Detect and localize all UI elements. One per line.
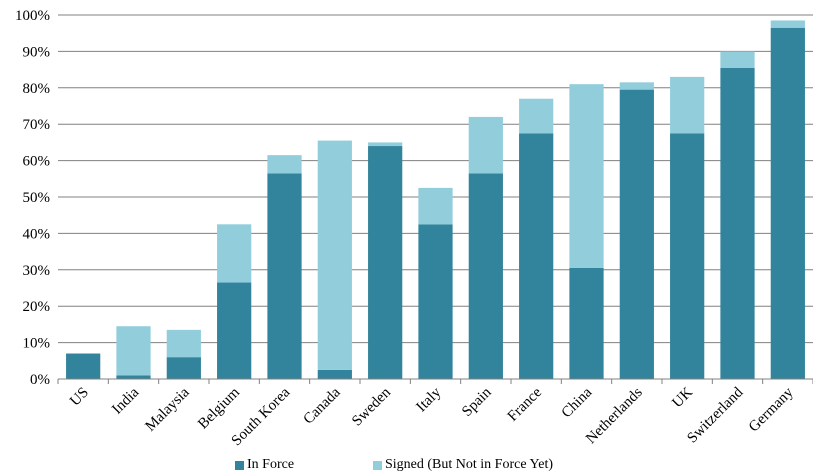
bar-segment-signed (720, 51, 755, 68)
y-tick-label: 50% (23, 190, 51, 206)
legend-label-in-force: In Force (247, 457, 295, 472)
legend-label-signed: Signed (But Not in Force Yet) (385, 457, 553, 472)
bar-segment-in-force (770, 27, 805, 380)
x-category-label: Belgium (195, 384, 243, 432)
bar-segment-in-force (468, 173, 503, 379)
y-tick-label: 30% (23, 263, 51, 279)
legend-swatch-in-force (235, 460, 244, 470)
bar-segment-in-force (66, 353, 101, 379)
bar-segment-signed (317, 140, 352, 370)
bar-segment-signed (619, 82, 654, 90)
x-category-label: Spain (459, 384, 495, 420)
x-category-label: India (109, 384, 142, 417)
y-tick-label: 90% (23, 44, 51, 60)
bars (66, 20, 805, 380)
bar-segment-in-force (166, 357, 201, 379)
legend-item-signed: Signed (But Not in Force Yet) (373, 457, 553, 473)
x-category-label: France (505, 384, 545, 424)
y-tick-label: 80% (23, 81, 51, 97)
bar-segment-in-force (720, 67, 755, 379)
x-category-label: Germany (746, 384, 797, 435)
y-tick-label: 10% (23, 336, 51, 352)
y-tick-label: 100% (15, 8, 50, 24)
x-category-label: Switzerland (684, 384, 746, 446)
bar-segment-signed (670, 76, 705, 134)
y-tick-label: 20% (23, 299, 51, 315)
legend-swatch-signed (373, 460, 382, 470)
x-category-label: Canada (301, 384, 344, 427)
bar-segment-signed (418, 187, 453, 225)
x-category-label: Malaysia (142, 384, 192, 434)
y-tick-label: 60% (23, 154, 51, 170)
legend: In Force Signed (But Not in Force Yet) (0, 455, 813, 475)
bar-segment-signed (368, 142, 403, 147)
bar-segment-in-force (418, 224, 453, 379)
x-category-label: US (67, 385, 92, 410)
x-category-label: China (559, 384, 596, 421)
bar-segment-signed (217, 224, 252, 283)
bar-segment-signed (267, 155, 302, 174)
bar-segment-in-force (317, 369, 352, 379)
bar-segment-in-force (267, 173, 302, 379)
bar-segment-in-force (519, 133, 554, 379)
y-tick-label: 40% (23, 226, 51, 242)
bar-segment-in-force (619, 89, 654, 380)
legend-item-in-force: In Force (235, 457, 294, 473)
bar-segment-in-force (116, 375, 151, 379)
y-axis-tick-labels: 0% 10% 20% 30% 40% 50% 60% 70% 80% 90% 100% (15, 8, 50, 388)
bar-segment-in-force (569, 267, 604, 379)
bar-segment-signed (468, 116, 503, 174)
bar-segment-in-force (217, 282, 252, 379)
bar-segment-signed (770, 20, 805, 28)
x-category-label: Italy (414, 384, 445, 415)
x-axis-tick-marks (57, 379, 813, 384)
x-category-label: UK (669, 384, 696, 411)
y-tick-label: 70% (23, 117, 51, 133)
bar-segment-signed (569, 84, 604, 268)
bar-segment-in-force (670, 133, 705, 379)
y-tick-label: 0% (30, 372, 50, 388)
bar-segment-signed (519, 98, 554, 134)
x-category-label: Sweden (349, 384, 394, 429)
bar-segment-signed (166, 329, 201, 358)
bar-segment-in-force (368, 146, 403, 379)
bar-segment-signed (116, 326, 151, 376)
